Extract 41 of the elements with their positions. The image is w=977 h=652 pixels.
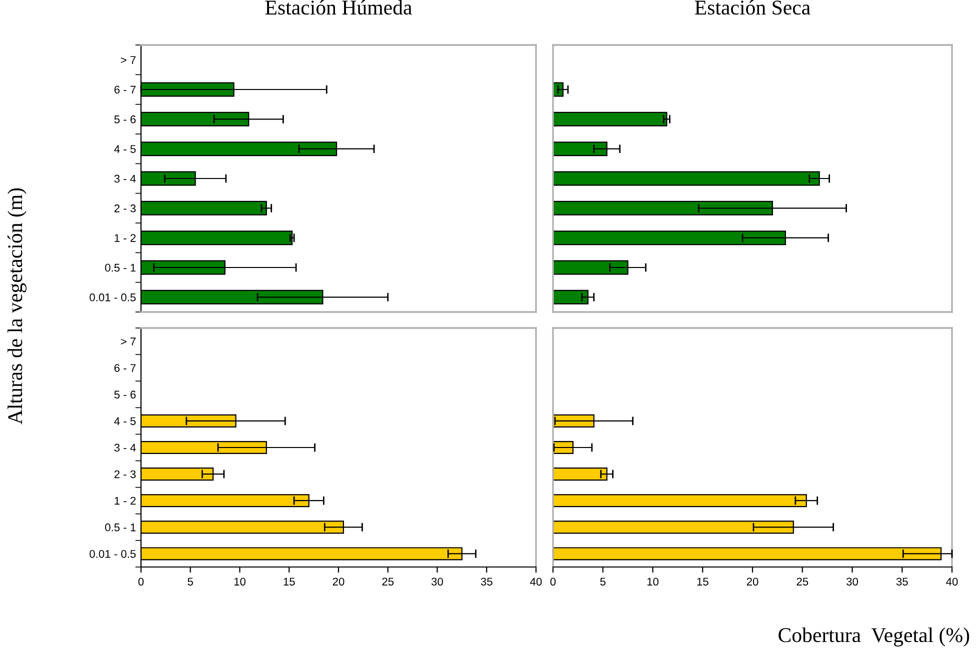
y-tick-label: 1 - 2 [114, 496, 136, 505]
x-tick-label: 15 [697, 578, 708, 586]
x-tick-label: 10 [647, 578, 658, 586]
chart-title: Estación Seca [694, 0, 810, 15]
y-tick-label: 5 - 6 [114, 115, 136, 124]
chart-title: Estación Húmeda [265, 0, 412, 15]
x-tick-label: 30 [431, 578, 443, 586]
x-axis-title: Cobertura Vegetal (%) [778, 628, 970, 646]
y-tick-label: 0.5 - 1 [105, 523, 136, 532]
y-tick-label: 2 - 3 [114, 470, 136, 478]
y-axis-title: Alturas de la vegetación (m) [8, 188, 26, 424]
x-tick-label: 20 [332, 578, 344, 586]
x-tick-label: 0 [138, 578, 144, 586]
y-tick-label: 1 - 2 [114, 234, 136, 242]
x-tick-label: 35 [480, 578, 492, 586]
x-tick-label: 25 [382, 578, 394, 586]
y-tick-label: 3 - 4 [114, 444, 136, 452]
x-tick-label: 35 [896, 578, 908, 586]
y-tick-label: 3 - 4 [114, 174, 136, 183]
x-tick-label: 25 [796, 578, 808, 586]
y-tick-label: > 7 [120, 338, 136, 346]
y-tick-label: 2 - 3 [114, 204, 136, 212]
y-tick-label: > 7 [120, 56, 136, 64]
x-tick-label: 40 [946, 578, 958, 586]
x-tick-label: 30 [846, 578, 858, 586]
x-tick-label: 40 [530, 578, 542, 586]
y-tick-label: 6 - 7 [114, 86, 136, 94]
x-tick-label: 5 [600, 578, 606, 586]
bar [553, 112, 668, 126]
y-tick-label: 0.01 - 0.5 [90, 293, 136, 302]
y-tick-label: 4 - 5 [114, 417, 136, 426]
y-tick-label: 6 - 7 [114, 364, 136, 372]
y-tick-label: 0.5 - 1 [105, 264, 136, 272]
y-tick-label: 5 - 6 [114, 390, 136, 399]
x-tick-label: 5 [188, 578, 193, 586]
y-tick-label: 4 - 5 [114, 145, 136, 153]
x-tick-label: 20 [746, 578, 758, 586]
x-tick-label: 15 [284, 578, 295, 586]
x-tick-label: 10 [234, 578, 246, 586]
x-tick-label: 0 [550, 578, 556, 586]
y-tick-label: 0.01 - 0.5 [90, 550, 136, 558]
